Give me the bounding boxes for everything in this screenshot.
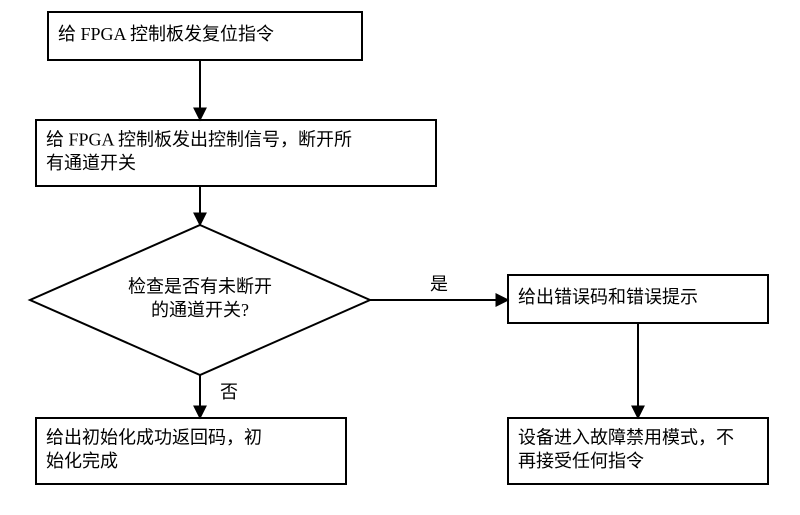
edge-3-label: 是 [430,274,448,294]
node-n6-line-1: 再接受任何指令 [518,451,644,471]
edge-3: 是 [370,274,508,300]
node-n2: 给 FPGA 控制板发出控制信号，断开所有通道开关 [36,120,436,186]
node-n5: 给出错误码和错误提示 [508,275,768,323]
node-n4: 给出初始化成功返回码，初始化完成 [36,418,346,484]
node-n2-line-1: 有通道开关 [46,153,136,173]
edge-2-label: 否 [220,382,238,402]
node-n3-line-1: 的通道开关? [151,300,249,320]
node-n2-line-0: 给 FPGA 控制板发出控制信号，断开所 [46,129,352,149]
node-n4-line-0: 给出初始化成功返回码，初 [46,427,262,447]
node-n1-line-0: 给 FPGA 控制板发复位指令 [58,24,274,44]
node-n1: 给 FPGA 控制板发复位指令 [48,12,362,60]
node-n3-line-0: 检查是否有未断开 [128,276,272,296]
node-n3: 检查是否有未断开的通道开关? [30,225,370,375]
node-n6: 设备进入故障禁用模式，不再接受任何指令 [508,418,768,484]
node-n5-line-0: 给出错误码和错误提示 [518,287,698,307]
node-n6-line-0: 设备进入故障禁用模式，不 [518,427,734,447]
node-n4-line-1: 始化完成 [46,451,118,471]
edge-2: 否 [200,375,238,418]
